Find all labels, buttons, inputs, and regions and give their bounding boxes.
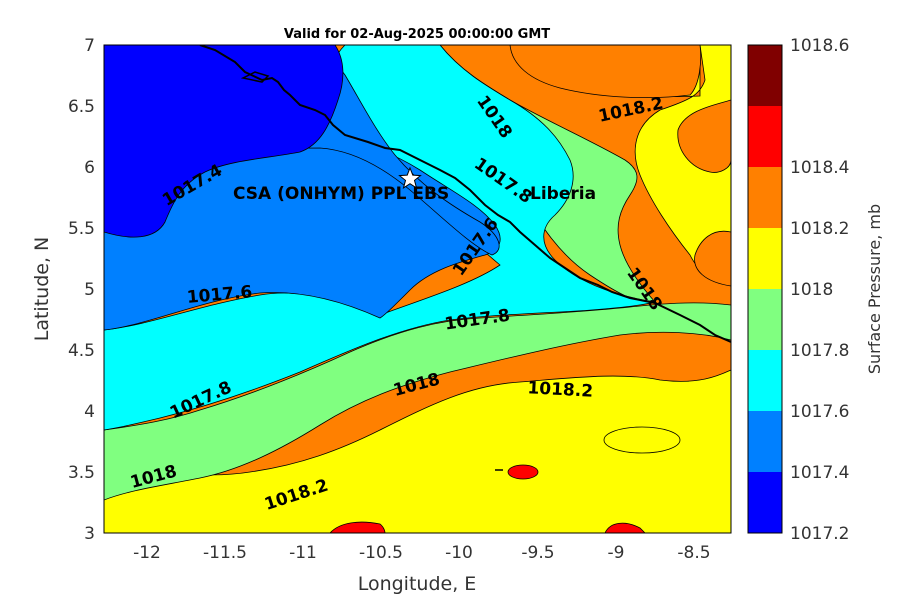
coastal-island [240,71,270,83]
y-axis-label: Latitude, N [31,237,53,342]
map-title: Valid for 02-Aug-2025 00:00:00 GMT [284,27,550,42]
colorbar-tick-label: 1017.2 [790,524,849,544]
y-tick-label: 6 [84,158,95,178]
colorbar-swatch [748,411,782,472]
x-tick-label: -12 [133,543,161,563]
colorbar-tick-label: 1018.2 [790,219,849,239]
pressure-field: 1017.4 1017.6 1017.6 1017.8 1017.8 1017.… [104,45,731,533]
colorbar-swatch [748,106,782,167]
high-cell-red-3 [604,522,646,533]
colorbar-swatch [748,45,782,106]
x-tick-label: -10 [445,543,473,563]
colorbar-tick-label: 1017.4 [790,463,849,483]
y-tick-label: 3 [84,524,95,544]
colorbar-frame [747,44,783,534]
high-cell-yellow [603,426,681,454]
x-tick-label: -9.5 [521,543,554,563]
colorbar-ticks: 1017.2 1017.4 1017.6 1017.8 1018 1018.2 … [790,36,849,544]
colorbar-tick-label: 1018.6 [790,36,849,56]
colorbar-tick-label: 1017.8 [790,341,849,361]
site-name-label: CSA (ONHYM) PPL EBS [233,184,449,204]
band-1018-2-east [677,99,731,173]
coastline [199,45,731,343]
x-tick-label: -11.5 [203,543,247,563]
colorbar-tick-label: 1017.6 [790,402,849,422]
colorbar-swatch [748,228,782,289]
band-1017-8 [104,302,731,501]
high-cell-red-2 [329,521,386,533]
colorbar-swatch [748,472,782,533]
y-tick-label: 7 [84,36,95,56]
band-1017-2 [104,45,344,238]
x-axis-ticks: -12 -11.5 -11 -10.5 -10 -9.5 -9 -8.5 [133,543,710,563]
y-tick-label: 3.5 [68,463,95,483]
contour-label: 1018.2 [527,378,594,401]
y-tick-label: 5.5 [68,219,95,239]
colorbar: 1017.2 1017.4 1017.6 1017.8 1018 1018.2 … [747,36,884,544]
band-1018-2-upper [509,45,702,99]
y-tick-label: 6.5 [68,97,95,117]
colorbar-tick-label: 1018.4 [790,158,849,178]
colorbar-swatch [748,350,782,411]
star-icon [398,166,422,190]
x-tick-label: -10.5 [359,543,403,563]
colorbar-label: Surface Pressure, mb [865,204,884,374]
x-axis-label: Longitude, E [358,573,477,595]
band-1017-6 [104,45,656,431]
x-tick-label: -11 [289,543,317,563]
x-tick-label: -9 [608,543,625,563]
high-cell-red-1 [507,464,539,480]
colorbar-swatch [748,167,782,228]
colorbar-swatch [748,289,782,350]
y-tick-label: 4 [84,402,95,422]
y-axis-ticks: 3 3.5 4 4.5 5 5.5 6 6.5 7 [68,36,95,544]
colorbar-tick-label: 1018 [790,280,833,300]
plot-frame [103,44,732,534]
x-tick-label: -8.5 [677,543,710,563]
y-tick-label: 4.5 [68,341,95,361]
site-country-label: Liberia [530,184,596,204]
band-1018-2-right [694,230,731,287]
y-tick-label: 5 [84,280,95,300]
